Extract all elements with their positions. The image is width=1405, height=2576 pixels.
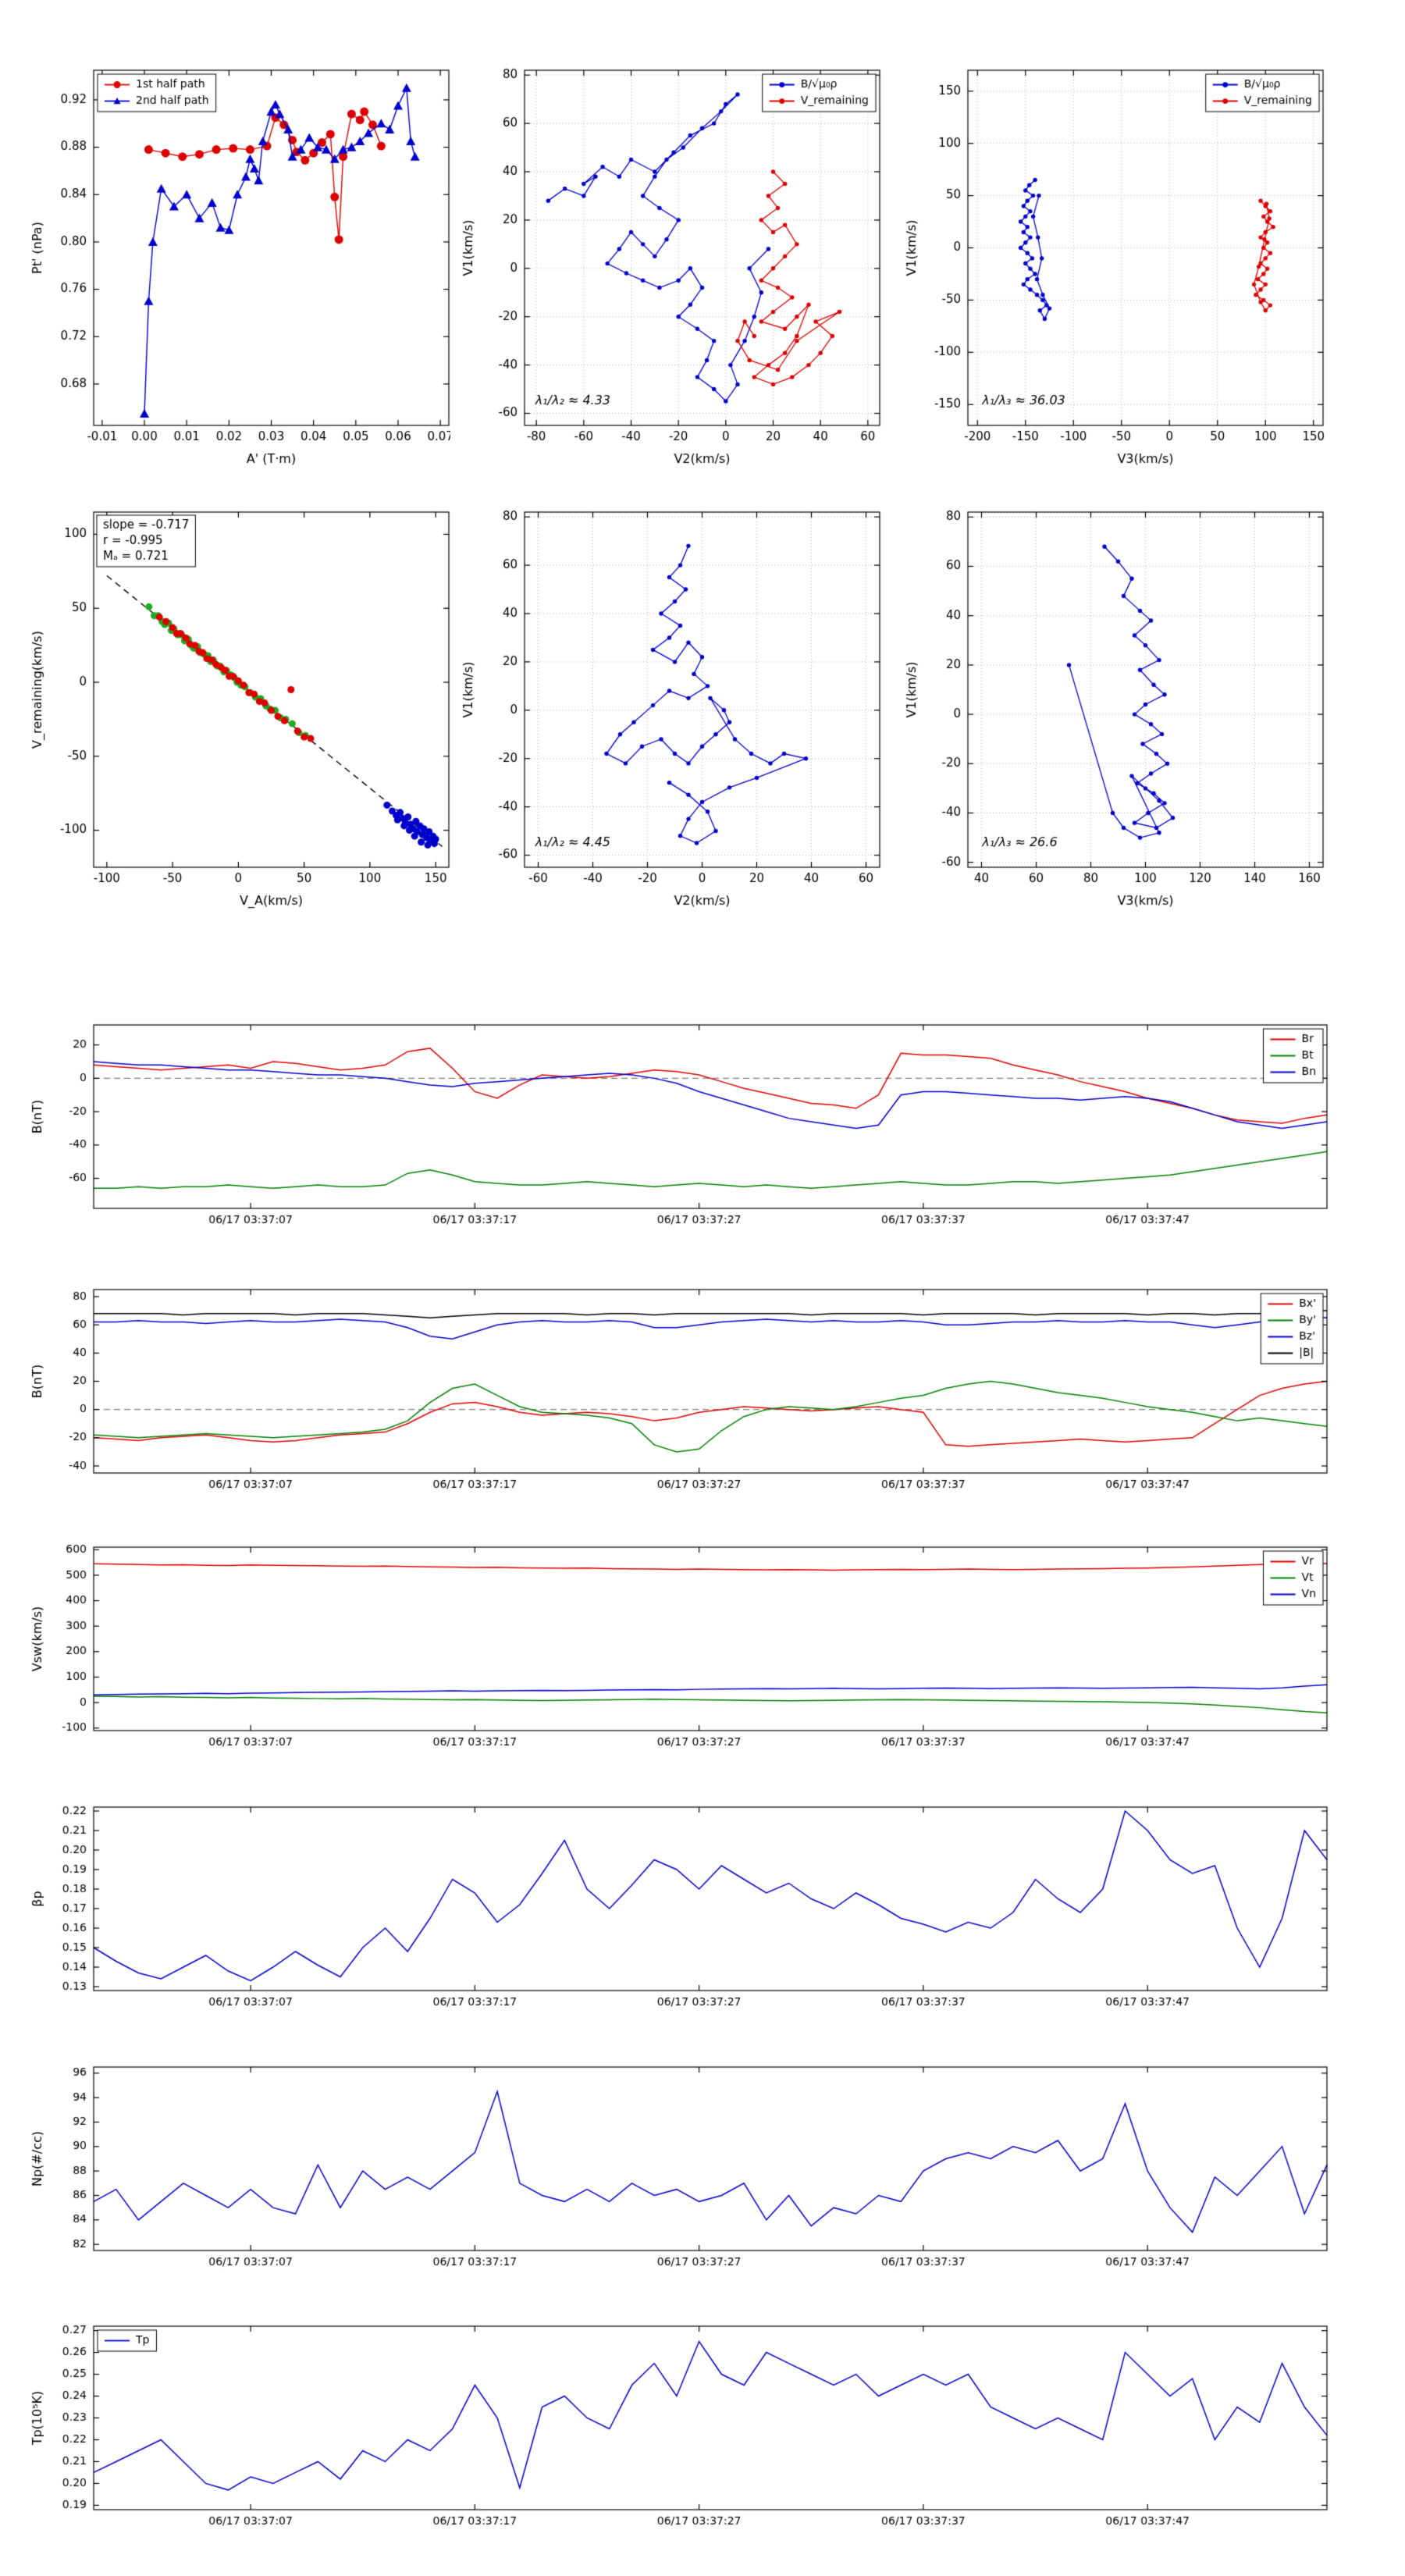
proton-number-density-canvas	[20, 2036, 1339, 2286]
chart-solar-wind-velocity: Solar Wind Velocity (RTN Frame)	[20, 1516, 1339, 1766]
solar-wind-velocity-canvas	[20, 1516, 1339, 1766]
chart-walen-test: WalenTest	[20, 473, 468, 916]
chart-hodogram-v2v1-mvav: Hodogram (V2_V1 MVAV_remaining frame)	[450, 473, 899, 916]
walen-test-canvas	[20, 473, 468, 916]
transverse-pressure-canvas	[20, 31, 468, 474]
chart-proton-temperature: Proton Temperature and Te/Tp	[20, 2295, 1339, 2545]
magnetic-field-rtn-canvas	[20, 994, 1339, 1244]
hodogram-v3v1-mvav-canvas	[894, 473, 1343, 916]
plasma-beta-canvas	[20, 1776, 1339, 2026]
hodogram-v3v1-mvab-canvas	[894, 31, 1343, 474]
chart-transverse-pressure: Transverse pressure	[20, 31, 468, 474]
chart-magnetic-field-flux-rope: Magnetic Field (Flux Rope Frame)	[20, 1258, 1339, 1508]
chart-proton-number-density: Proton Number Density	[20, 2036, 1339, 2286]
chart-hodogram-v2v1-mvab: Hodogram(V2_V1 MVAB frame)	[450, 31, 899, 474]
proton-temperature-canvas	[20, 2295, 1339, 2545]
hodogram-v2v1-mvab-canvas	[450, 31, 899, 474]
magnetic-field-flux-rope-canvas	[20, 1258, 1339, 1508]
chart-plasma-beta: Plasma Beta	[20, 1776, 1339, 2026]
chart-hodogram-v3v1-mvav: Hodogram (V3_V1 MVAV_remaining frame)	[894, 473, 1343, 916]
hodogram-v2v1-mvav-canvas	[450, 473, 899, 916]
chart-magnetic-field-rtn: Magnetic Field (RTN Frame)	[20, 994, 1339, 1244]
chart-hodogram-v3v1-mvab: Hodogram(V3_V1 MVAB frame)	[894, 31, 1343, 474]
